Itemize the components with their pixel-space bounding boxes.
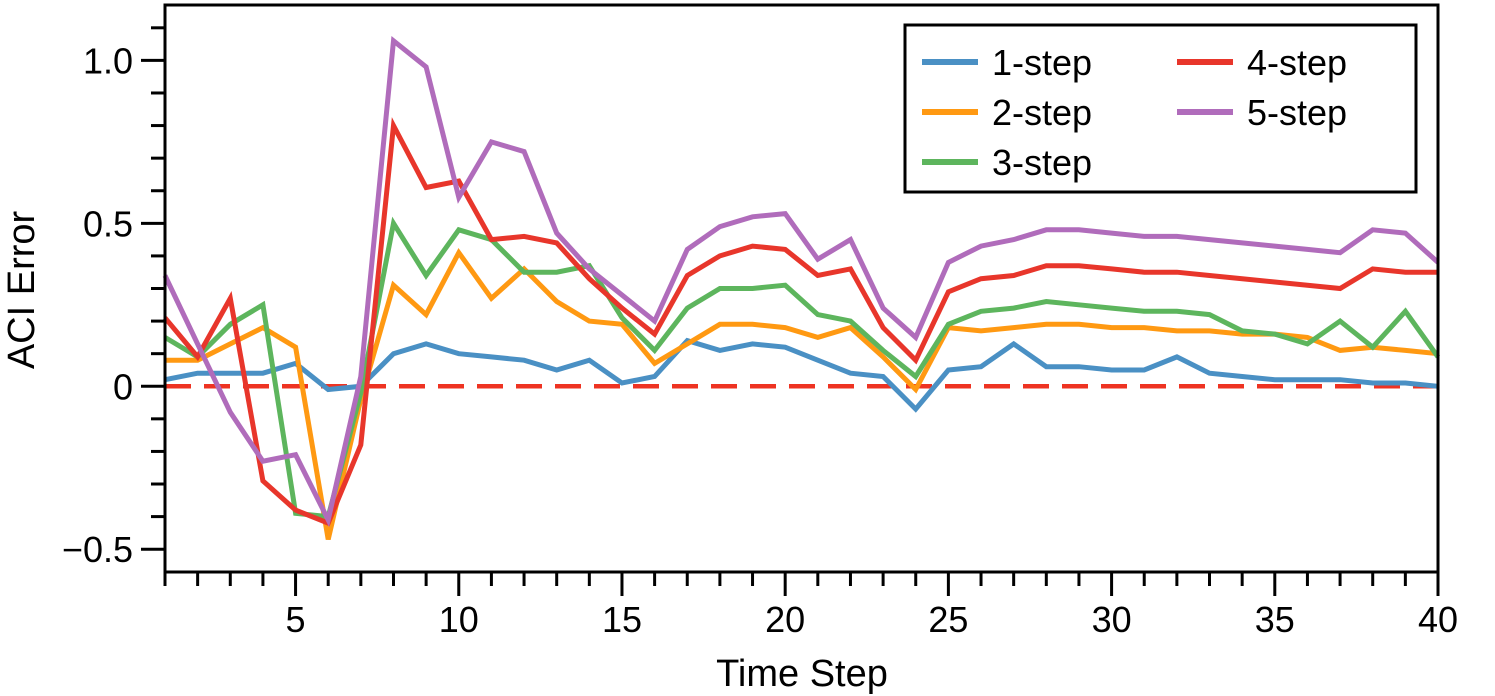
y-tick-label: 0.5 bbox=[83, 203, 133, 244]
x-tick-label: 35 bbox=[1255, 599, 1295, 640]
y-tick-label: 1.0 bbox=[83, 40, 133, 81]
axes: 5 10 15 20 25 30 35 40 −0.5 0 0.5 1.0 bbox=[62, 3, 1458, 640]
y-axis-title: ACI Error bbox=[1, 210, 43, 369]
series-line-3 bbox=[163, 216, 1441, 520]
legend-box bbox=[903, 23, 1418, 194]
y-tick-label: 0 bbox=[113, 366, 133, 407]
legend: 1-step 2-step 3-step 4-step 5-step bbox=[903, 23, 1418, 194]
x-tick-label: 25 bbox=[928, 599, 968, 640]
legend-label-4: 4-step bbox=[1247, 42, 1347, 83]
x-axis-title: Time Step bbox=[716, 653, 888, 695]
x-tick-label: 15 bbox=[602, 599, 642, 640]
legend-label-1: 1-step bbox=[992, 42, 1092, 83]
series-line-5 bbox=[162, 35, 1440, 528]
x-tick-label: 20 bbox=[765, 599, 805, 640]
legend-label-5: 5-step bbox=[1247, 92, 1347, 133]
x-tick-label: 5 bbox=[286, 599, 306, 640]
x-tick-label: 10 bbox=[439, 599, 479, 640]
series-line-1 bbox=[164, 337, 1439, 413]
y-tick-label: −0.5 bbox=[62, 529, 133, 570]
plot-area bbox=[162, 35, 1441, 540]
series-line-4 bbox=[163, 117, 1438, 527]
legend-label-2: 2-step bbox=[992, 92, 1092, 133]
series-line-2 bbox=[165, 247, 1439, 540]
x-tick-label: 40 bbox=[1418, 599, 1458, 640]
legend-label-3: 3-step bbox=[992, 142, 1092, 183]
x-tick-label: 30 bbox=[1092, 599, 1132, 640]
